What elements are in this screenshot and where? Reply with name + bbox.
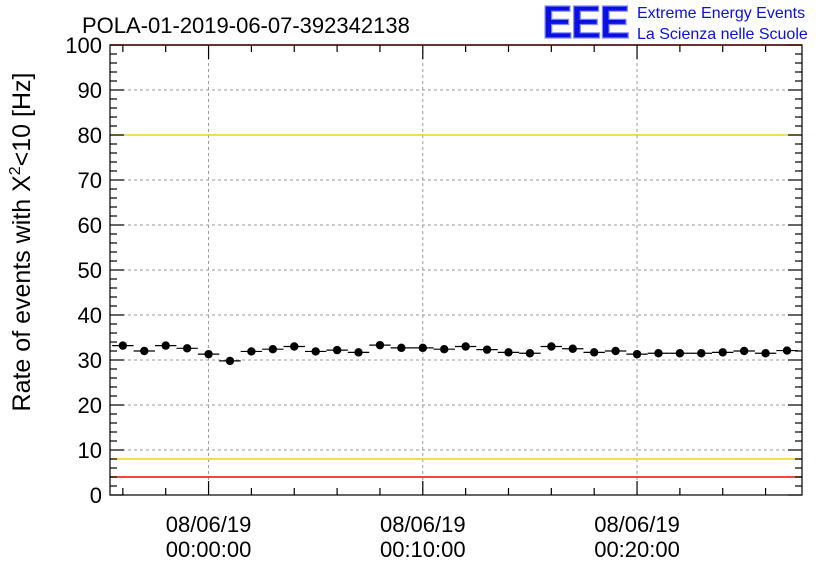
point-marker (418, 343, 427, 353)
point-marker (547, 342, 556, 351)
point-marker (354, 348, 363, 357)
data-point (690, 349, 713, 358)
data-point (133, 346, 155, 356)
point-marker (461, 342, 470, 351)
data-point (497, 348, 520, 357)
point-marker (568, 344, 577, 353)
data-point (776, 346, 798, 355)
x-tick-time: 00:00:00 (166, 537, 252, 562)
x-tick-date: 08/06/19 (380, 512, 466, 537)
grid (110, 45, 802, 495)
x-tick-time: 00:10:00 (380, 537, 466, 562)
logo-line-2: La Scienza nelle Scuole (637, 26, 808, 43)
point-marker (268, 345, 278, 354)
point-marker (611, 346, 620, 356)
y-axis-label: Rate of events with X2<10 [Hz] (7, 73, 36, 412)
data-point (647, 349, 670, 358)
data-point (669, 349, 691, 358)
y-tick-label: 50 (78, 258, 102, 283)
point-marker (739, 346, 749, 356)
plot-frame (109, 44, 803, 496)
y-tick-label: 100 (65, 33, 102, 58)
point-marker (140, 346, 149, 356)
y-tick-label: 90 (78, 78, 102, 103)
data-point (112, 341, 134, 350)
point-marker (697, 349, 706, 358)
logo-mark: EEE (542, 0, 628, 48)
point-marker (161, 341, 170, 350)
data-point (347, 348, 370, 357)
point-marker (525, 349, 535, 358)
point-marker (761, 349, 770, 358)
point-marker (225, 356, 235, 366)
data-point (476, 345, 498, 354)
data-point (390, 343, 413, 353)
y-tick-label: 70 (78, 168, 102, 193)
point-marker (632, 349, 642, 359)
y-tick-label: 60 (78, 213, 102, 238)
point-marker (482, 345, 492, 354)
x-tick-date: 08/06/19 (594, 512, 680, 537)
point-marker (375, 340, 385, 350)
data-point (412, 343, 434, 353)
point-marker (182, 344, 192, 353)
point-marker (204, 349, 213, 359)
data-point (283, 342, 305, 351)
y-tick-label: 10 (78, 438, 102, 463)
axis-ticks (110, 44, 802, 496)
data-point (369, 340, 391, 350)
y-tick-label: 0 (90, 483, 102, 508)
point-marker (782, 346, 792, 355)
point-marker (247, 347, 256, 356)
data-point (326, 345, 348, 355)
y-tick-label: 30 (78, 348, 102, 373)
point-marker (675, 349, 685, 358)
data-point (454, 342, 477, 351)
point-marker (311, 347, 320, 356)
eee-logo: EEE Extreme Energy Events La Scienza nel… (541, 0, 808, 49)
data-point (154, 341, 177, 350)
data-point (262, 345, 284, 354)
point-marker (589, 348, 599, 357)
x-tick-time: 00:20:00 (594, 537, 680, 562)
x-tick-date: 08/06/19 (166, 512, 252, 537)
data-point (754, 349, 777, 358)
data-point (519, 349, 541, 358)
point-marker (718, 348, 727, 357)
data-point (197, 349, 220, 359)
point-marker (440, 345, 449, 354)
y-tick-label: 20 (78, 393, 102, 418)
data-point (304, 347, 327, 356)
data-point (176, 344, 198, 353)
y-tick-label: 80 (78, 123, 102, 148)
y-tick-labels: 0 10 20 30 40 50 60 70 80 90 100 (65, 33, 102, 508)
data-point (540, 342, 563, 351)
point-marker (654, 349, 663, 358)
x-tick-labels: 08/06/1900:00:0008/06/1900:10:0008/06/19… (166, 512, 680, 562)
data-point (219, 356, 241, 366)
data-points (112, 340, 798, 366)
point-marker (397, 343, 406, 353)
reference-lines (110, 44, 802, 478)
data-point (240, 347, 263, 356)
chart-title: POLA-01-2019-06-07-392342138 (82, 13, 410, 38)
data-point (626, 349, 648, 359)
point-marker (332, 345, 342, 355)
data-point (733, 346, 755, 356)
data-point (433, 345, 455, 354)
point-marker (504, 348, 513, 357)
logo-line-1: Extreme Energy Events (637, 5, 805, 22)
point-marker (118, 341, 128, 350)
y-tick-label: 40 (78, 303, 102, 328)
point-marker (290, 342, 299, 351)
data-point (712, 348, 734, 357)
data-point (604, 346, 627, 356)
data-point (562, 344, 584, 353)
data-point (583, 348, 605, 357)
